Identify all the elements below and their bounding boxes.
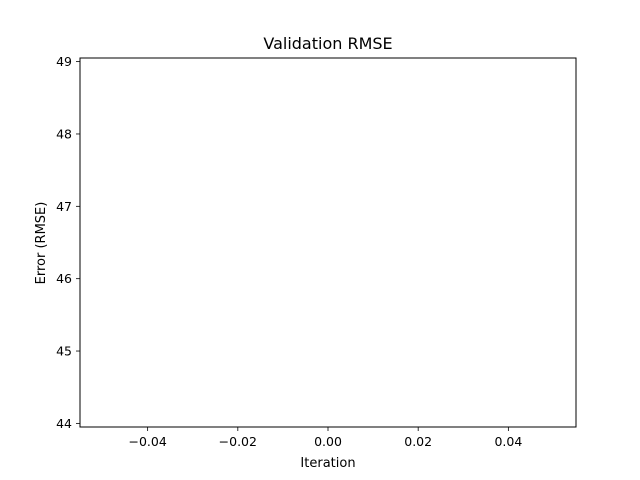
x-axis-ticks: −0.04 −0.02 0.00 0.02 0.04 bbox=[128, 427, 522, 449]
y-tick-label: 49 bbox=[56, 54, 72, 69]
y-tick-label: 45 bbox=[56, 344, 72, 359]
y-tick-label: 47 bbox=[56, 199, 72, 214]
x-tick-label: −0.02 bbox=[219, 434, 257, 449]
x-axis-label: Iteration bbox=[300, 456, 355, 471]
y-axis-label: Error (RMSE) bbox=[34, 202, 49, 285]
plot-area bbox=[79, 57, 577, 428]
x-tick-label: −0.04 bbox=[128, 434, 166, 449]
x-tick-label: 0.00 bbox=[314, 434, 342, 449]
x-tick-label: 0.02 bbox=[404, 434, 432, 449]
y-tick-label: 46 bbox=[56, 271, 72, 286]
y-axis-ticks: 44 45 46 47 48 49 bbox=[56, 54, 80, 431]
y-tick-label: 48 bbox=[56, 126, 72, 141]
x-tick-label: 0.04 bbox=[494, 434, 522, 449]
chart-title: Validation RMSE bbox=[263, 34, 392, 53]
plot-frame bbox=[79, 57, 577, 428]
y-tick-label: 44 bbox=[56, 416, 72, 431]
